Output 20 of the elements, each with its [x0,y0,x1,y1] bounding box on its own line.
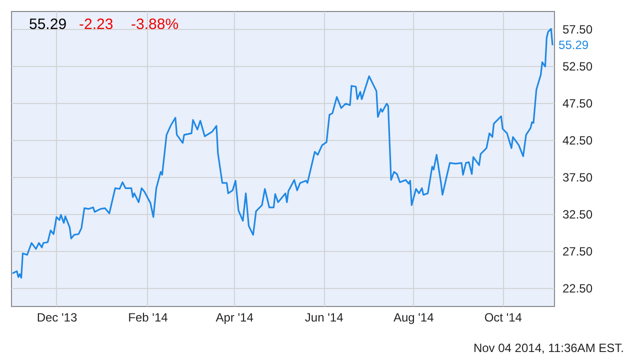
y-tick-label: 27.50 [562,244,593,259]
x-tick-label: Aug '14 [393,310,434,324]
text: Nov 04 2014, 11:36AM EST. [473,341,624,355]
y-tick-label: 32.50 [562,208,593,222]
x-tick-label: Dec '13 [36,310,78,324]
y-tick-label: 57.50 [562,22,593,36]
y-tick-label: 47.50 [562,96,593,110]
y-tick-label: 42.50 [562,133,593,148]
y-tick-label: 37.50 [562,170,593,185]
annotation: -3.88% [131,16,179,33]
x-tick-label: Feb '14 [128,310,168,324]
y-tick-label: 52.50 [562,59,593,74]
x-tick-label: Jun '14 [304,310,344,324]
chart-title: 55.29 [29,16,67,33]
annotation: -2.23 [79,16,114,33]
y-tick-label: 22.50 [562,282,593,296]
line-series [12,28,554,279]
x-tick-label: Oct '14 [484,310,522,324]
x-tick-label: Apr '14 [216,310,254,324]
annotation: 55.29 [558,38,589,52]
